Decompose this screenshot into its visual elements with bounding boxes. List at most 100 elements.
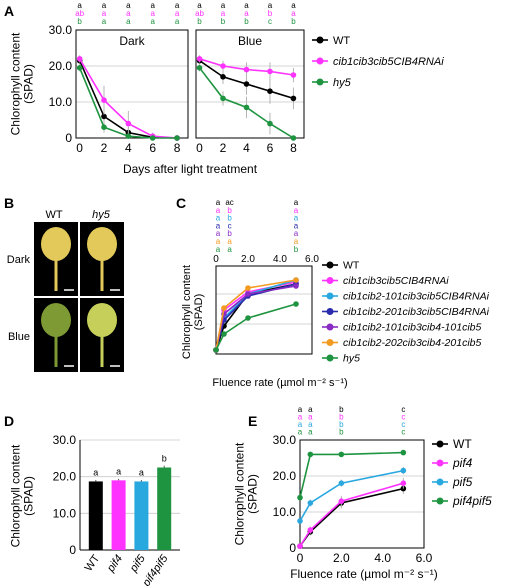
y-tick-label: 10.0 bbox=[53, 506, 77, 520]
significance-letter: a bbox=[308, 413, 313, 422]
y-tick-label: 20.0 bbox=[273, 469, 297, 483]
x-tick-label: 4.0 bbox=[273, 254, 287, 265]
significance-letter: a bbox=[221, 1, 226, 10]
panel-e-chart: 010.020.030.00 2.0 4.0 6.0aaaaaaaabbbbccccC… bbox=[232, 405, 492, 581]
legend-label: cib1cib3cib5CIB4RNAi bbox=[343, 275, 449, 287]
plot-frame bbox=[75, 29, 189, 139]
significance-letter: a bbox=[150, 9, 155, 18]
significance-letter: a bbox=[216, 198, 221, 207]
data-point bbox=[307, 527, 314, 533]
significance-letter: c bbox=[401, 413, 405, 422]
significance-letter: a bbox=[175, 17, 180, 26]
significance-letter: c bbox=[401, 420, 405, 429]
significance-letter: a bbox=[294, 237, 299, 246]
significance-letter: a bbox=[77, 1, 82, 10]
x-tick-label: 4 bbox=[125, 141, 132, 155]
legend-marker bbox=[326, 354, 334, 362]
data-point bbox=[297, 494, 303, 501]
significance-letter: a bbox=[102, 17, 107, 26]
panel-b-photos: WT hy5 Dark Blue bbox=[7, 209, 124, 372]
leaf-petiole bbox=[100, 259, 104, 291]
significance-letter: b bbox=[291, 17, 296, 26]
data-point bbox=[245, 315, 251, 321]
panel-label-c: C bbox=[176, 195, 186, 211]
significance-letter: a bbox=[308, 420, 313, 429]
significance-letter: a bbox=[308, 428, 313, 437]
data-point bbox=[267, 68, 273, 75]
data-point bbox=[338, 480, 345, 487]
data-point bbox=[213, 347, 219, 353]
data-point bbox=[400, 485, 407, 492]
significance-letter: c bbox=[401, 405, 405, 414]
x-tick-label: 0 bbox=[76, 141, 83, 155]
x-tick-label: 4.0 bbox=[374, 551, 391, 565]
data-point bbox=[220, 63, 226, 69]
panel-label-d: D bbox=[4, 413, 14, 429]
legend-label: pif5 bbox=[452, 475, 473, 489]
data-point bbox=[125, 120, 132, 127]
significance-letter: b bbox=[339, 420, 344, 429]
significance-letter: a bbox=[126, 17, 131, 26]
significance-letter: b bbox=[221, 17, 226, 26]
x-axis-label: Fluence rate (µmol m⁻² s⁻¹) bbox=[212, 377, 347, 389]
series-line bbox=[299, 487, 404, 547]
x-tick-label: 6 bbox=[267, 141, 274, 155]
subplot-title: Blue bbox=[238, 34, 262, 48]
data-point bbox=[338, 451, 345, 458]
data-point bbox=[400, 467, 407, 474]
data-point bbox=[76, 56, 83, 62]
y-axis-label: Chlorophyll content(SPAD) bbox=[8, 444, 35, 547]
significance-letter: a bbox=[308, 405, 313, 414]
legend-marker bbox=[436, 497, 444, 505]
subplot-title: Dark bbox=[119, 34, 145, 48]
legend-marker bbox=[326, 308, 334, 315]
legend-marker bbox=[326, 277, 334, 284]
significance-letter: b bbox=[197, 17, 202, 26]
x-tick-label: 8 bbox=[290, 141, 297, 155]
legend-marker bbox=[436, 478, 444, 486]
panel-label-a: A bbox=[4, 3, 14, 19]
panel-d-chart: 0 10.0 20.0 30.0 a WT a pif4 a pif5 b pif4pif5 Chlor… bbox=[8, 433, 180, 586]
significance-letter: a bbox=[298, 413, 303, 422]
significance-letter: a bbox=[291, 1, 296, 10]
series-line bbox=[299, 451, 404, 498]
significance-letter: a bbox=[294, 221, 299, 230]
significance-letter: a bbox=[298, 405, 303, 414]
significance-letter: a bbox=[298, 428, 303, 437]
photo-col-label-hy5: hy5 bbox=[92, 209, 111, 221]
panel-c-chart: 0 2.0 4.0 6.0aaaaaaaacbbcbaaaaaaaabChloroph… bbox=[181, 198, 490, 389]
significance-letter: a bbox=[102, 1, 107, 10]
x-axis-label: Days after light treatment bbox=[123, 162, 258, 176]
bar bbox=[88, 481, 103, 550]
y-tick-label: 20.0 bbox=[53, 470, 77, 484]
photo-col-label-wt: WT bbox=[45, 209, 62, 221]
x-tick-label: 8 bbox=[174, 141, 181, 155]
data-point bbox=[290, 135, 297, 141]
bar bbox=[157, 467, 172, 550]
y-tick-label: 0 bbox=[289, 541, 296, 555]
legend-label: cib1cib2-101cib3cib5CIB4RNAi bbox=[343, 291, 490, 303]
significance-letter: b bbox=[227, 229, 232, 238]
significance-letter: a bbox=[227, 245, 232, 254]
legend-marker bbox=[316, 36, 324, 44]
data-point bbox=[267, 88, 273, 94]
data-point bbox=[297, 518, 303, 524]
significance-letter: a bbox=[244, 9, 249, 18]
data-point bbox=[243, 66, 250, 73]
significance-letter: b bbox=[339, 405, 344, 414]
y-tick-label: 0 bbox=[69, 543, 76, 557]
data-point bbox=[125, 133, 132, 139]
panel-label-b: B bbox=[4, 195, 14, 211]
x-tick-label: 2.0 bbox=[333, 551, 350, 565]
significance-letter: a bbox=[126, 9, 131, 18]
significance-letter: b bbox=[294, 245, 299, 254]
significance-letter: c bbox=[401, 428, 405, 437]
category-label: pif4 bbox=[104, 553, 125, 575]
legend-label: WT bbox=[453, 437, 472, 451]
significance-letter: a bbox=[216, 206, 221, 215]
x-tick-label: 2 bbox=[220, 141, 227, 155]
x-tick-label: 6.0 bbox=[305, 254, 319, 265]
x-tick-label: 4 bbox=[243, 141, 250, 155]
significance-letter: b bbox=[227, 206, 232, 215]
data-point bbox=[293, 283, 299, 289]
